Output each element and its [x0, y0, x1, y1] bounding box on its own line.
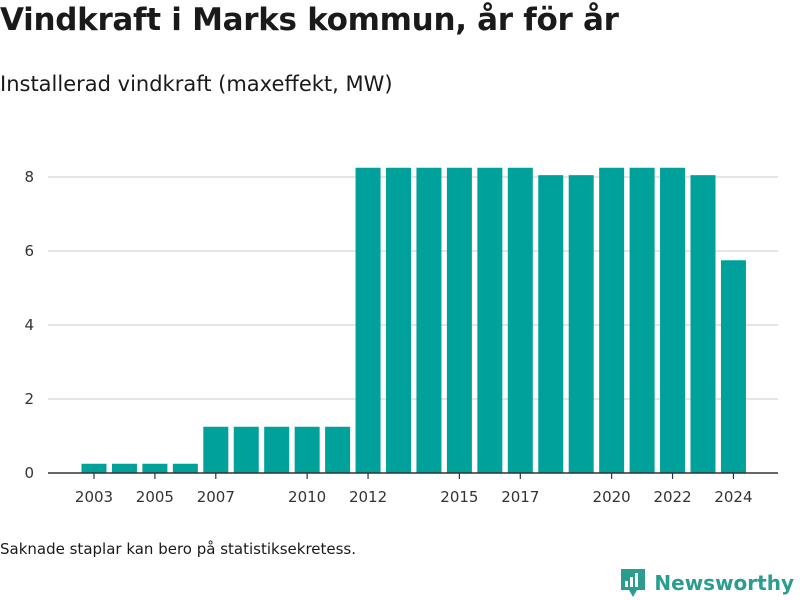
x-tick-label: 2017: [501, 488, 539, 506]
x-tick-label: 2003: [75, 488, 113, 506]
chart-subtitle: Installerad vindkraft (maxeffekt, MW): [0, 72, 393, 96]
bar-2021: [629, 167, 655, 473]
y-tick-label: 0: [24, 464, 34, 482]
chart-title: Vindkraft i Marks kommun, år för år: [0, 2, 619, 38]
bar-2005: [142, 463, 168, 473]
y-tick-label: 8: [24, 168, 34, 186]
footnote: Saknade staplar kan bero på statistiksek…: [0, 540, 357, 558]
y-tick-label: 6: [24, 242, 34, 260]
bar-2006: [172, 463, 198, 473]
x-tick-label: 2015: [440, 488, 478, 506]
bar-2003: [81, 463, 107, 473]
bar-2016: [477, 167, 503, 473]
x-tick-label: 2022: [653, 488, 691, 506]
y-tick-label: 4: [24, 316, 34, 334]
bar-2017: [507, 167, 533, 473]
x-tick-label: 2024: [714, 488, 752, 506]
x-tick-label: 2005: [136, 488, 174, 506]
bar-2020: [599, 167, 625, 473]
bar-chart: 0 2 4 6 8 2003 2005 2007 2010 2012 2015 2017 2020 202…: [24, 167, 778, 506]
y-tick-label: 2: [24, 390, 34, 408]
bar-2024: [720, 260, 746, 473]
newsworthy-icon: [621, 569, 646, 597]
grid-layer: [48, 176, 778, 400]
x-tick-label: 2012: [349, 488, 387, 506]
bar-2008: [233, 426, 259, 473]
bar-2010: [294, 426, 320, 473]
x-tick-label: 2020: [593, 488, 631, 506]
bar-2023: [690, 175, 716, 473]
x-tick-label: 2010: [288, 488, 326, 506]
bar-2015: [446, 167, 472, 473]
brand-name: Newsworthy: [654, 571, 794, 595]
bar-2022: [660, 167, 686, 473]
bar-2014: [416, 167, 442, 473]
bar-2004: [111, 463, 137, 473]
bar-2013: [386, 167, 411, 473]
bar-2011: [325, 426, 351, 473]
brand-logo: Newsworthy: [620, 568, 794, 598]
bar-2018: [538, 175, 564, 473]
bar-2019: [568, 175, 594, 473]
bar-2007: [203, 426, 229, 473]
bar-layer: [81, 167, 746, 473]
axis-layer: 0 2 4 6 8 2003 2005 2007 2010 2012 2015 2017 2020 202…: [24, 168, 778, 506]
bar-2009: [264, 426, 290, 473]
bar-2012: [355, 167, 381, 473]
x-tick-label: 2007: [197, 488, 235, 506]
